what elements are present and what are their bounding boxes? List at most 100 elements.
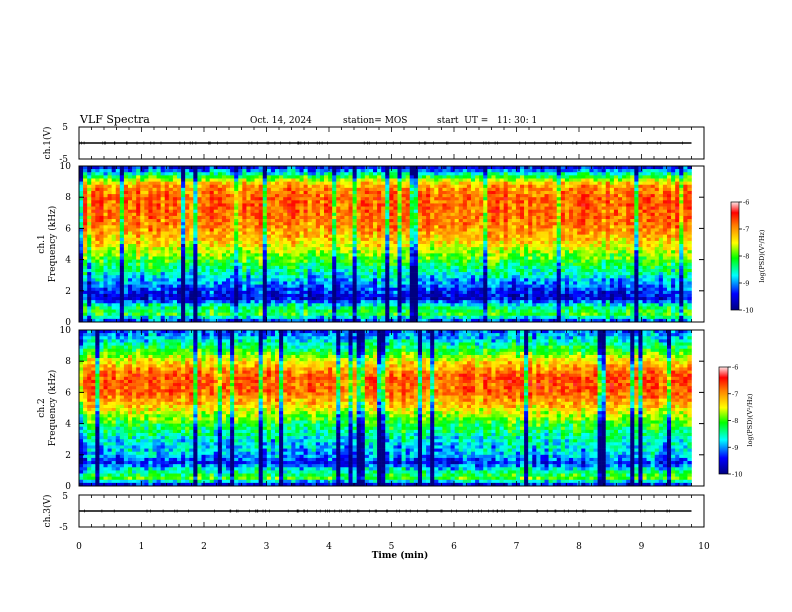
spectrogram-cell	[250, 293, 255, 298]
spectrogram-cell	[458, 209, 464, 214]
spectrogram-cell	[144, 315, 149, 320]
spectrogram-cell	[83, 268, 88, 273]
spectrogram-cell	[295, 309, 300, 313]
spectrogram-cell	[79, 228, 84, 232]
spectrogram-cell	[324, 209, 329, 214]
spectrogram-cell	[246, 212, 251, 217]
spectrogram-cell	[189, 215, 194, 220]
spectrogram-cell	[79, 293, 84, 298]
spectrogram-cell	[462, 281, 468, 285]
spectrogram-cell	[193, 312, 198, 317]
spectrogram-cell	[299, 197, 304, 201]
spectrogram-cell	[111, 206, 117, 210]
spectrogram-cell	[177, 312, 182, 317]
spectrogram-cell	[144, 309, 149, 313]
spectrogram-cell	[152, 297, 157, 301]
spectrogram-cell	[466, 215, 472, 220]
spectrogram-cell	[79, 281, 84, 285]
spectrogram-cell	[422, 297, 427, 301]
spectrogram-cell	[205, 284, 210, 288]
spectrogram-cell	[230, 290, 235, 295]
spectrogram-cell	[107, 181, 112, 186]
spectrogram-cell	[393, 200, 398, 204]
spectrogram-cell	[246, 256, 251, 260]
spectrogram-cell	[471, 190, 476, 195]
spectrogram-cell	[422, 262, 427, 267]
spectrogram-cell	[254, 225, 259, 229]
spectrogram-cell	[115, 231, 121, 235]
spectrogram-cell	[360, 265, 366, 270]
spectrogram-cell	[426, 169, 431, 173]
spectrogram-cell	[385, 281, 390, 285]
spectrogram-cell	[409, 284, 415, 288]
spectrogram-cell	[111, 228, 117, 232]
spectrogram-cell	[446, 256, 451, 260]
spectrogram-cell	[430, 237, 435, 242]
spectrogram-cell	[295, 259, 300, 264]
spectrogram-cell	[397, 290, 402, 295]
spectrogram-cell	[287, 259, 292, 264]
spectrogram-cell	[262, 169, 268, 173]
spectrogram-cell	[373, 250, 378, 254]
spectrogram-cell	[303, 250, 308, 254]
spectrogram-cell	[103, 272, 108, 276]
spectrogram-cell	[413, 240, 419, 245]
spectrogram-cell	[250, 194, 255, 198]
spectrogram-cell	[442, 262, 447, 267]
spectrogram-cell	[172, 272, 178, 276]
spectrogram-cell	[213, 175, 219, 179]
spectrogram-cell	[156, 244, 161, 248]
spectrogram-cell	[426, 315, 431, 320]
spectrogram-cell	[393, 178, 398, 182]
spectrogram-cell	[401, 209, 406, 214]
spectrogram-cell	[434, 240, 439, 245]
spectrogram-cell	[262, 240, 268, 245]
spectrogram-cell	[401, 234, 406, 239]
spectrogram-cell	[430, 197, 435, 201]
spectrogram-cell	[332, 315, 337, 320]
spectrogram-cell	[340, 265, 345, 270]
spectrogram-cell	[344, 281, 349, 285]
spectrogram-cell	[446, 203, 451, 207]
spectrogram-cell	[291, 222, 296, 226]
spectrogram-cell	[352, 231, 357, 235]
spectrogram-cell	[295, 175, 300, 179]
spectrogram-cell	[352, 240, 357, 245]
spectrogram-cell	[426, 281, 431, 285]
spectrogram-cell	[221, 287, 227, 292]
spectrogram-cell	[111, 197, 117, 201]
spectrogram-cell	[172, 265, 178, 270]
spectrogram-cell	[324, 219, 329, 223]
spectrogram-cell	[91, 175, 96, 179]
spectrogram-cell	[246, 265, 251, 270]
spectrogram-cell	[364, 200, 370, 204]
spectrogram-cell	[462, 287, 468, 292]
spectrogram-cell	[454, 256, 460, 260]
spectrogram-cell	[103, 234, 108, 239]
spectrogram-cell	[91, 212, 96, 217]
spectrogram-cell	[226, 272, 231, 276]
spectrogram-cell	[348, 309, 353, 313]
spectrogram-cell	[360, 272, 366, 276]
spectrogram-cell	[466, 225, 472, 229]
spectrogram-cell	[230, 303, 235, 307]
spectrogram-cell	[258, 287, 264, 292]
spectrogram-cell	[205, 250, 210, 254]
spectrogram-cell	[181, 244, 186, 248]
spectrogram-cell	[279, 309, 284, 313]
spectrogram-cell	[164, 187, 170, 192]
spectrogram-cell	[266, 284, 272, 288]
spectrogram-cell	[332, 228, 337, 232]
spectrogram-cell	[123, 228, 129, 232]
spectrogram-cell	[213, 306, 219, 310]
spectrogram-cell	[230, 278, 235, 282]
spectrogram-cell	[87, 225, 92, 229]
spectrogram-cell	[360, 222, 366, 226]
spectrogram-cell	[462, 200, 468, 204]
spectrogram-cell	[287, 209, 292, 214]
spectrogram-cell	[266, 231, 272, 235]
spectrogram-cell	[79, 244, 84, 248]
spectrogram-cell	[185, 203, 190, 207]
spectrogram-cell	[446, 184, 451, 189]
spectrogram-cell	[475, 265, 480, 270]
